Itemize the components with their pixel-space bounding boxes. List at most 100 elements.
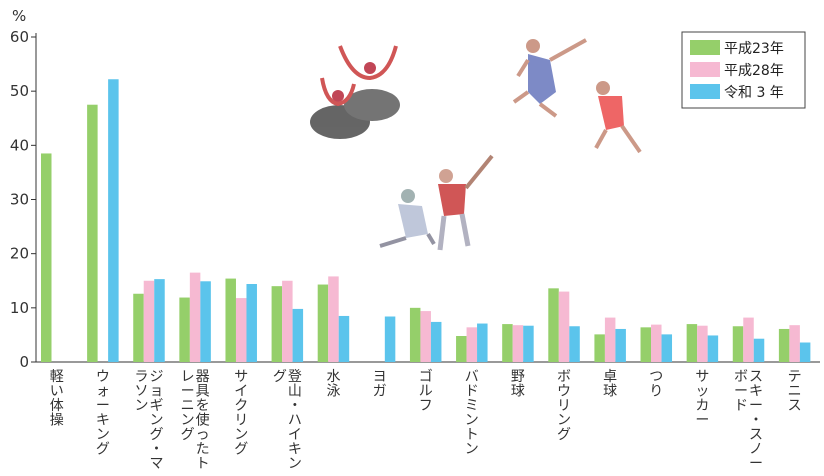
bar bbox=[338, 315, 350, 362]
y-tick-label: 10 bbox=[10, 299, 29, 317]
bar bbox=[615, 328, 626, 362]
category-label-group: 軽い体操 bbox=[50, 369, 64, 429]
category-label-group: サイクリング bbox=[234, 369, 248, 458]
bar bbox=[108, 79, 119, 362]
category-label-group: 水泳 bbox=[326, 369, 340, 400]
baseball-players-illustration bbox=[379, 154, 494, 251]
legend-swatch bbox=[690, 40, 720, 55]
bar bbox=[604, 317, 616, 362]
bar bbox=[707, 335, 719, 362]
bar bbox=[651, 324, 662, 362]
bar bbox=[569, 326, 580, 362]
y-tick-label: 50 bbox=[10, 82, 29, 100]
bar bbox=[282, 280, 293, 362]
bar bbox=[225, 278, 236, 362]
bar bbox=[594, 334, 605, 362]
bar bbox=[743, 317, 754, 362]
bar bbox=[200, 281, 211, 362]
bar bbox=[154, 279, 165, 362]
category-label-group: 器具を使ったトレーニング bbox=[181, 369, 210, 472]
legend-label: 平成28年 bbox=[724, 63, 784, 79]
bar bbox=[133, 293, 144, 362]
bar bbox=[548, 288, 559, 362]
category-label-group: ジョギング・マラソン bbox=[134, 369, 163, 472]
category-label: 登山・ハイキング bbox=[273, 369, 302, 472]
category-label: サイクリング bbox=[234, 369, 248, 458]
category-label: バドミントン bbox=[465, 369, 479, 458]
bar bbox=[292, 308, 304, 362]
category-label-group: テニス bbox=[788, 369, 802, 414]
category-label-group: つり bbox=[649, 369, 663, 400]
category-label-group: ヨガ bbox=[373, 369, 387, 400]
bar bbox=[799, 342, 811, 362]
y-tick-label: 0 bbox=[19, 353, 29, 371]
category-label-group: バドミントン bbox=[465, 369, 479, 458]
bar bbox=[87, 104, 98, 362]
bar bbox=[317, 284, 329, 362]
category-label: ヨガ bbox=[373, 369, 387, 400]
bar bbox=[753, 338, 765, 362]
bar bbox=[235, 298, 247, 362]
bar bbox=[246, 284, 257, 362]
bar bbox=[661, 334, 673, 362]
bar bbox=[143, 280, 155, 362]
axes: 0 10 20 30 40 50 60% bbox=[10, 7, 820, 371]
bars-group bbox=[41, 79, 811, 362]
bar bbox=[686, 324, 698, 362]
y-axis-unit-label: % bbox=[12, 7, 26, 25]
category-label: 器具を使ったトレーニング bbox=[181, 369, 210, 472]
bar bbox=[466, 327, 478, 362]
y-tick-label: 30 bbox=[10, 191, 29, 209]
category-label-group: 野球 bbox=[511, 369, 525, 400]
legend-label: 平成23年 bbox=[724, 41, 784, 57]
category-label: ウォーキング bbox=[96, 369, 110, 458]
category-label-group: サッカー bbox=[695, 369, 709, 429]
category-label: ゴルフ bbox=[419, 368, 433, 414]
category-label: 卓球 bbox=[603, 369, 617, 400]
y-tick-label: 60 bbox=[10, 28, 29, 46]
legend-swatch bbox=[690, 62, 720, 77]
category-label: テニス bbox=[788, 369, 802, 414]
category-label-group: ウォーキング bbox=[96, 369, 110, 458]
category-label-group: ボウリング bbox=[557, 369, 571, 443]
category-label: スキー・スノーボード bbox=[734, 369, 763, 472]
category-label-group: 卓球 bbox=[603, 369, 617, 400]
bar bbox=[558, 291, 570, 362]
bar bbox=[409, 307, 421, 362]
bar bbox=[456, 336, 467, 362]
bar bbox=[523, 325, 534, 362]
legend-swatch bbox=[690, 84, 720, 99]
bar bbox=[640, 327, 652, 362]
category-label: つり bbox=[649, 369, 663, 400]
bar bbox=[512, 325, 524, 362]
table-tennis-player-illustration bbox=[594, 81, 642, 154]
bar bbox=[697, 325, 708, 362]
bar bbox=[502, 324, 513, 362]
category-label: サッカー bbox=[695, 369, 709, 429]
bar bbox=[41, 153, 52, 362]
dancers-illustration bbox=[310, 45, 400, 139]
category-label: 水泳 bbox=[326, 369, 340, 400]
category-label-group: スキー・スノーボード bbox=[734, 369, 763, 472]
bar bbox=[189, 272, 201, 362]
volleyball-player-illustration bbox=[512, 38, 587, 118]
bar bbox=[328, 276, 339, 362]
bar bbox=[179, 297, 190, 362]
sports-illustration-group bbox=[310, 38, 642, 251]
bar bbox=[271, 286, 283, 362]
bar bbox=[477, 323, 488, 362]
bar bbox=[778, 328, 790, 362]
legend-label: 令和 3 年 bbox=[724, 85, 784, 101]
bar bbox=[430, 321, 442, 362]
bar bbox=[420, 311, 431, 362]
category-label: ジョギング・マラソン bbox=[134, 369, 163, 472]
bar bbox=[384, 316, 396, 362]
category-label-group: 登山・ハイキング bbox=[273, 369, 302, 472]
category-label: ボウリング bbox=[557, 369, 571, 443]
category-label: 軽い体操 bbox=[50, 369, 64, 429]
category-label: 野球 bbox=[511, 369, 525, 400]
category-label-group: ゴルフ bbox=[419, 368, 433, 414]
